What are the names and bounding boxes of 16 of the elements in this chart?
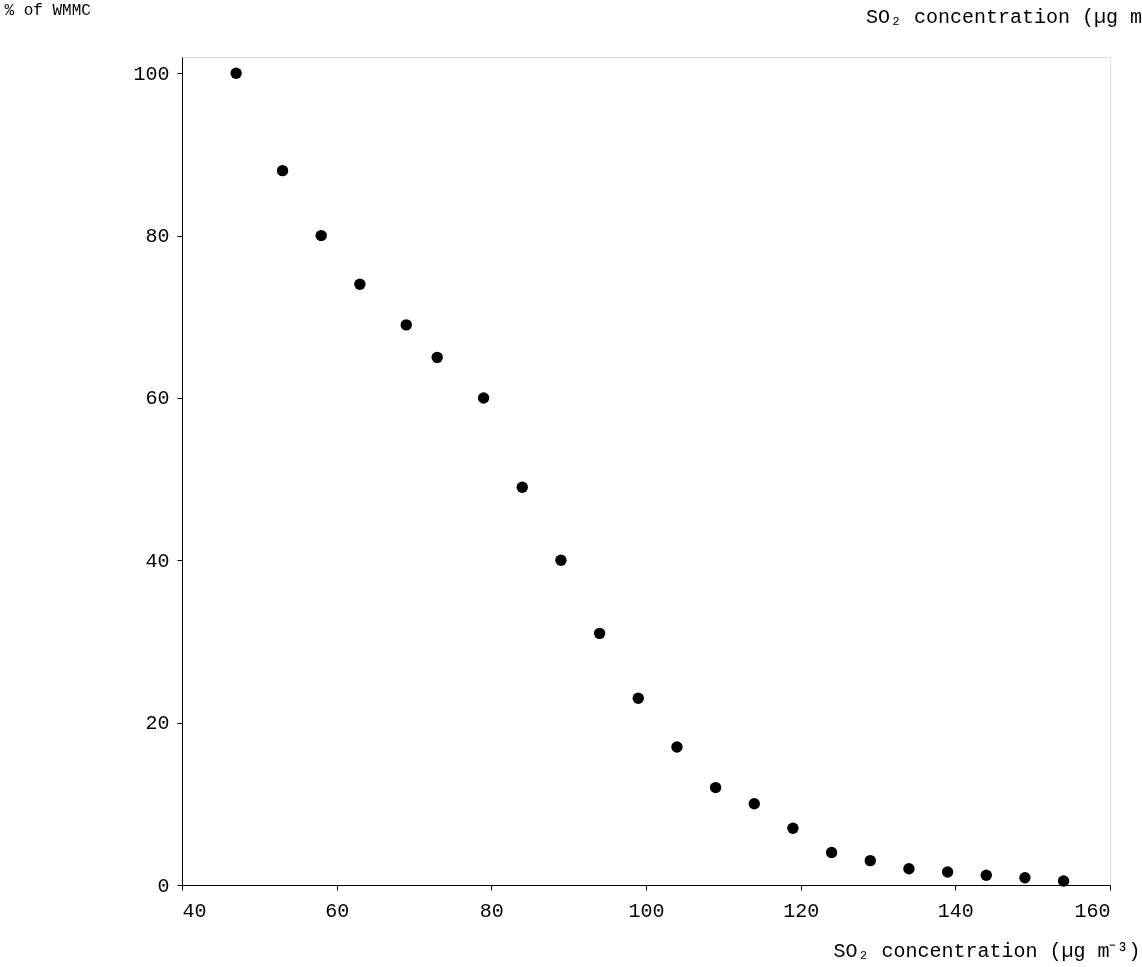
y-axis-title: % of WMMC: [4, 1, 91, 20]
y-tick-label: 100: [133, 62, 170, 86]
x-axis-title: SO₂ concentration (µg m⁻³): [833, 939, 1141, 963]
y-tick-label: 80: [145, 225, 170, 249]
y-tick-label: 40: [145, 549, 170, 573]
x-tick-label: 140: [937, 899, 974, 923]
x-tick-label: 60: [325, 899, 350, 923]
y-tick-label: 20: [145, 712, 170, 736]
x-tick-label: 40: [182, 899, 207, 923]
text: SO₂ concentration (µg m: [865, 6, 1142, 29]
y-tick-label: 0: [157, 874, 170, 898]
x-tick-label: 160: [1074, 899, 1111, 923]
x-tick-label: 100: [628, 899, 665, 923]
x-tick-label: 80: [479, 899, 504, 923]
x-tick-label: 120: [783, 899, 820, 923]
y-tick-label: 60: [145, 387, 170, 411]
